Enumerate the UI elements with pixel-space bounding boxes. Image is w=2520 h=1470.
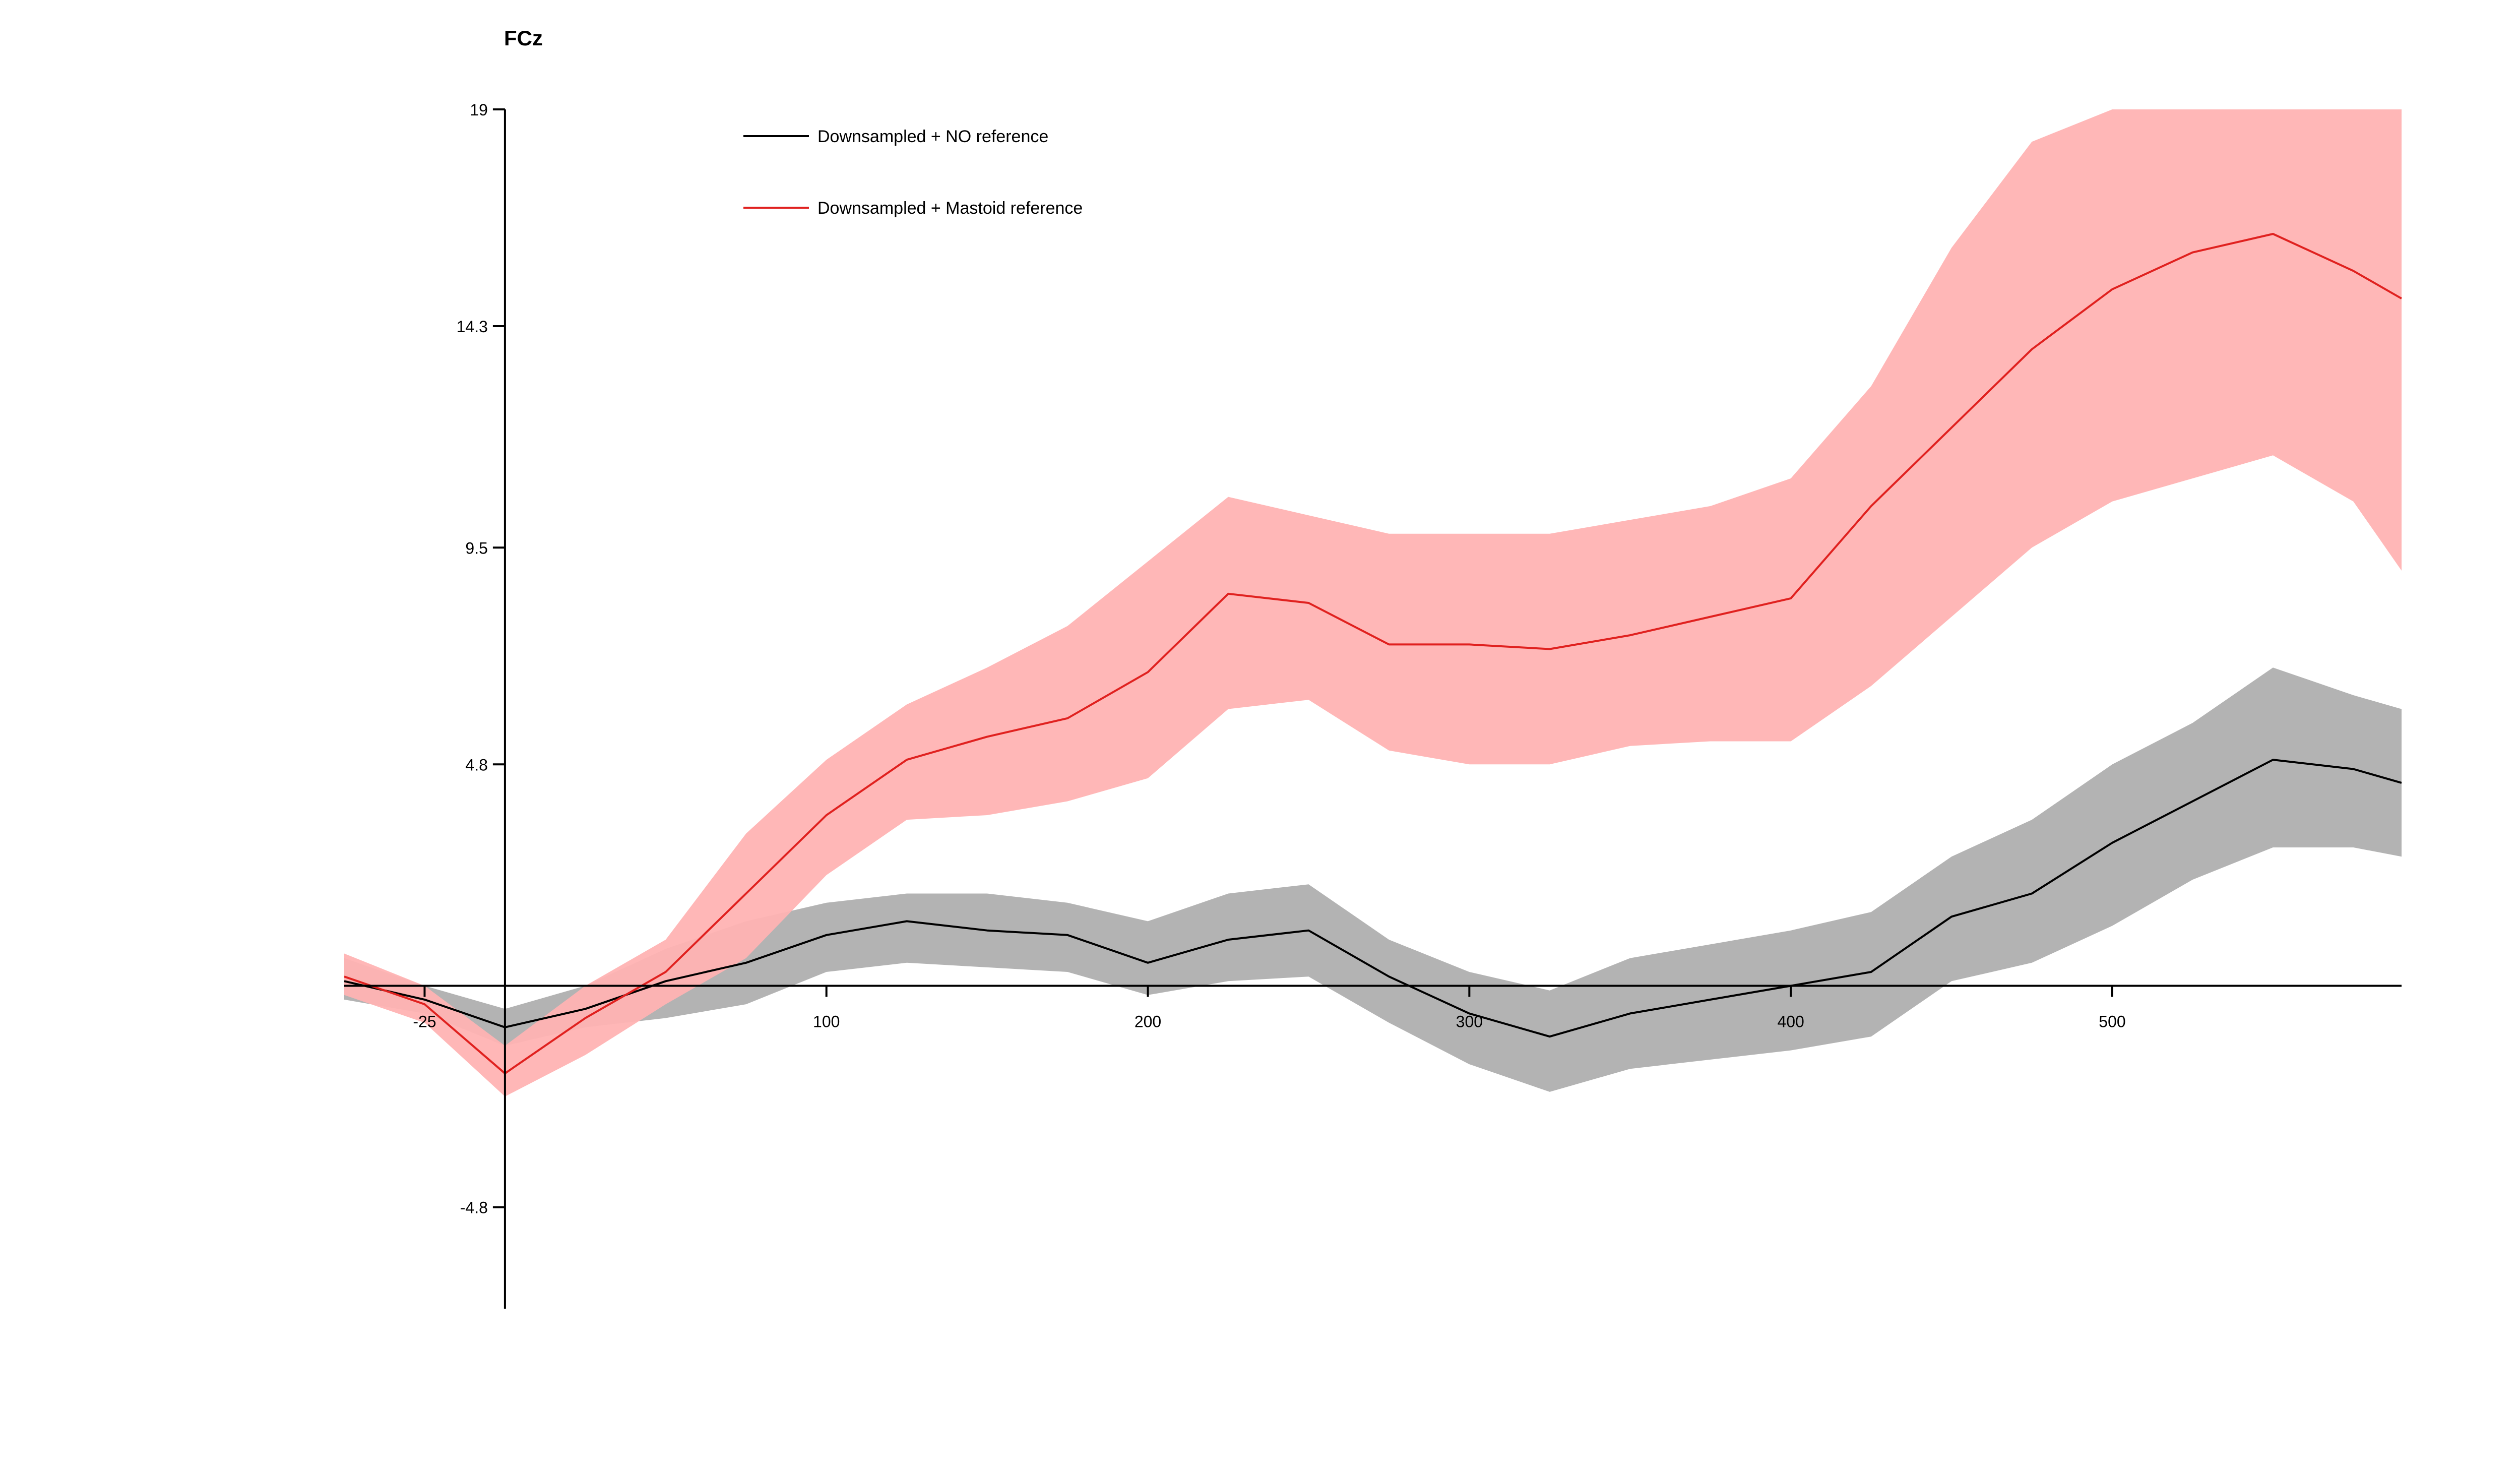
x-tick-label: 200: [1135, 1013, 1161, 1031]
x-tick-label: 300: [1456, 1013, 1483, 1031]
x-tick-label: 100: [813, 1013, 840, 1031]
chart-title: FCz: [504, 26, 543, 50]
band-mastoid-reference: [344, 109, 2402, 1097]
confidence-bands: [344, 109, 2402, 1097]
line-mastoid-reference: [344, 233, 2402, 1075]
y-tick-label: 19: [470, 101, 488, 119]
y-tick-label: 4.8: [465, 756, 487, 774]
legend: Downsampled + NO reference Downsampled + …: [743, 127, 1083, 218]
axes: -25 100 200 300 400 500 -4.8 4.8 9.5 14.3 19: [344, 101, 2402, 1309]
line-no-reference: [344, 759, 2402, 1038]
y-tick-label: -4.8: [460, 1199, 488, 1217]
y-tick-label: 9.5: [465, 539, 487, 557]
legend-label: Downsampled + Mastoid reference: [817, 199, 1083, 218]
y-tick-label: 14.3: [457, 318, 488, 336]
x-tick-label: 400: [1777, 1013, 1804, 1031]
series-lines: [344, 233, 2402, 1075]
legend-label: Downsampled + NO reference: [817, 127, 1048, 146]
x-tick-label: -25: [413, 1013, 436, 1031]
x-tick-label: 500: [2099, 1013, 2125, 1031]
